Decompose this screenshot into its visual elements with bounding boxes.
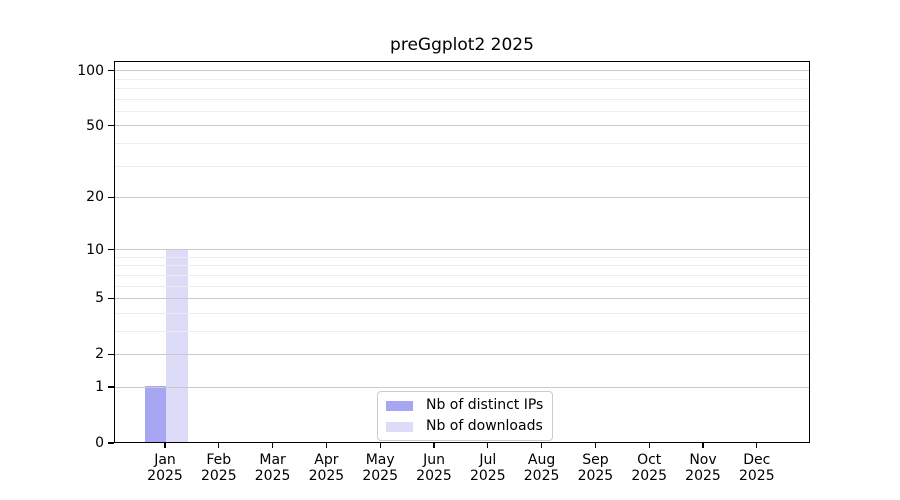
gridline-minor (115, 330, 809, 332)
gridline-minor (115, 142, 809, 144)
y-tick-mark (108, 196, 114, 199)
gridline-major (115, 249, 809, 251)
x-tick-label: Dec 2025 (738, 452, 775, 484)
legend: Nb of distinct IPs Nb of downloads (377, 391, 554, 441)
gridline-major (115, 297, 809, 299)
legend-label: Nb of distinct IPs (426, 397, 544, 413)
x-tick-mark (702, 443, 704, 448)
x-tick-mark (541, 443, 543, 448)
y-tick-mark (108, 70, 114, 72)
gridline-minor (115, 274, 809, 276)
x-tick-mark (433, 443, 435, 448)
x-tick-label: Jul 2025 (469, 452, 506, 484)
legend-label: Nb of downloads (426, 418, 543, 434)
x-tick-mark (756, 443, 758, 448)
x-tick-label: Mar 2025 (254, 452, 291, 484)
x-tick-label: Jun 2025 (416, 452, 452, 484)
gridline-minor (115, 110, 809, 112)
gridline-minor (115, 165, 809, 167)
y-tick-label: 1 (95, 379, 104, 396)
x-tick-label: Aug 2025 (523, 452, 560, 484)
x-tick-mark (594, 443, 596, 448)
x-tick-mark (164, 443, 166, 448)
x-tick-mark (325, 443, 327, 448)
y-tick-mark (108, 297, 114, 300)
x-tick-mark (379, 443, 381, 448)
chart-title: preGgplot2 2025 (390, 35, 534, 55)
plot-area (114, 61, 810, 443)
gridline-minor (115, 285, 809, 287)
x-tick-mark (487, 443, 489, 448)
gridline-major (115, 386, 809, 388)
y-tick-mark (108, 248, 114, 251)
x-tick-mark (218, 443, 220, 448)
y-tick-mark (108, 386, 114, 388)
gridline-major (115, 70, 809, 72)
gridline-major (115, 125, 809, 127)
bar-nb-of-distinct-ips (144, 386, 166, 442)
legend-item: Nb of downloads (386, 418, 543, 435)
y-tick-label: 2 (95, 346, 104, 363)
y-tick-mark (108, 353, 114, 355)
x-tick-mark (272, 443, 274, 448)
y-tick-label: 10 (86, 241, 104, 258)
y-tick-label: 5 (95, 290, 104, 307)
y-tick-mark (108, 442, 114, 444)
gridline-major (115, 353, 809, 355)
y-tick-label: 100 (77, 62, 104, 79)
legend-swatch (386, 421, 413, 432)
gridline-major (115, 196, 809, 198)
bar-nb-of-downloads (166, 248, 188, 442)
x-tick-label: Apr 2025 (308, 452, 345, 484)
gridline-minor (115, 78, 809, 80)
gridline-minor (115, 265, 809, 267)
x-tick-label: Sep 2025 (577, 452, 614, 484)
x-tick-label: May 2025 (362, 452, 398, 484)
x-tick-label: Feb 2025 (200, 452, 237, 484)
y-tick-label: 20 (86, 189, 104, 206)
x-tick-label: Nov 2025 (685, 452, 721, 484)
x-tick-label: Oct 2025 (631, 452, 667, 484)
legend-item: Nb of distinct IPs (386, 397, 543, 414)
y-tick-mark (108, 125, 114, 127)
y-tick-label: 50 (86, 117, 104, 134)
x-tick-mark (648, 443, 650, 448)
legend-swatch (386, 400, 413, 411)
gridline-minor (115, 256, 809, 258)
gridline-minor (115, 312, 809, 314)
gridline-minor (115, 88, 809, 90)
x-tick-label: Jan 2025 (147, 452, 183, 484)
gridline-minor (115, 98, 809, 100)
y-tick-label: 0 (95, 435, 104, 451)
